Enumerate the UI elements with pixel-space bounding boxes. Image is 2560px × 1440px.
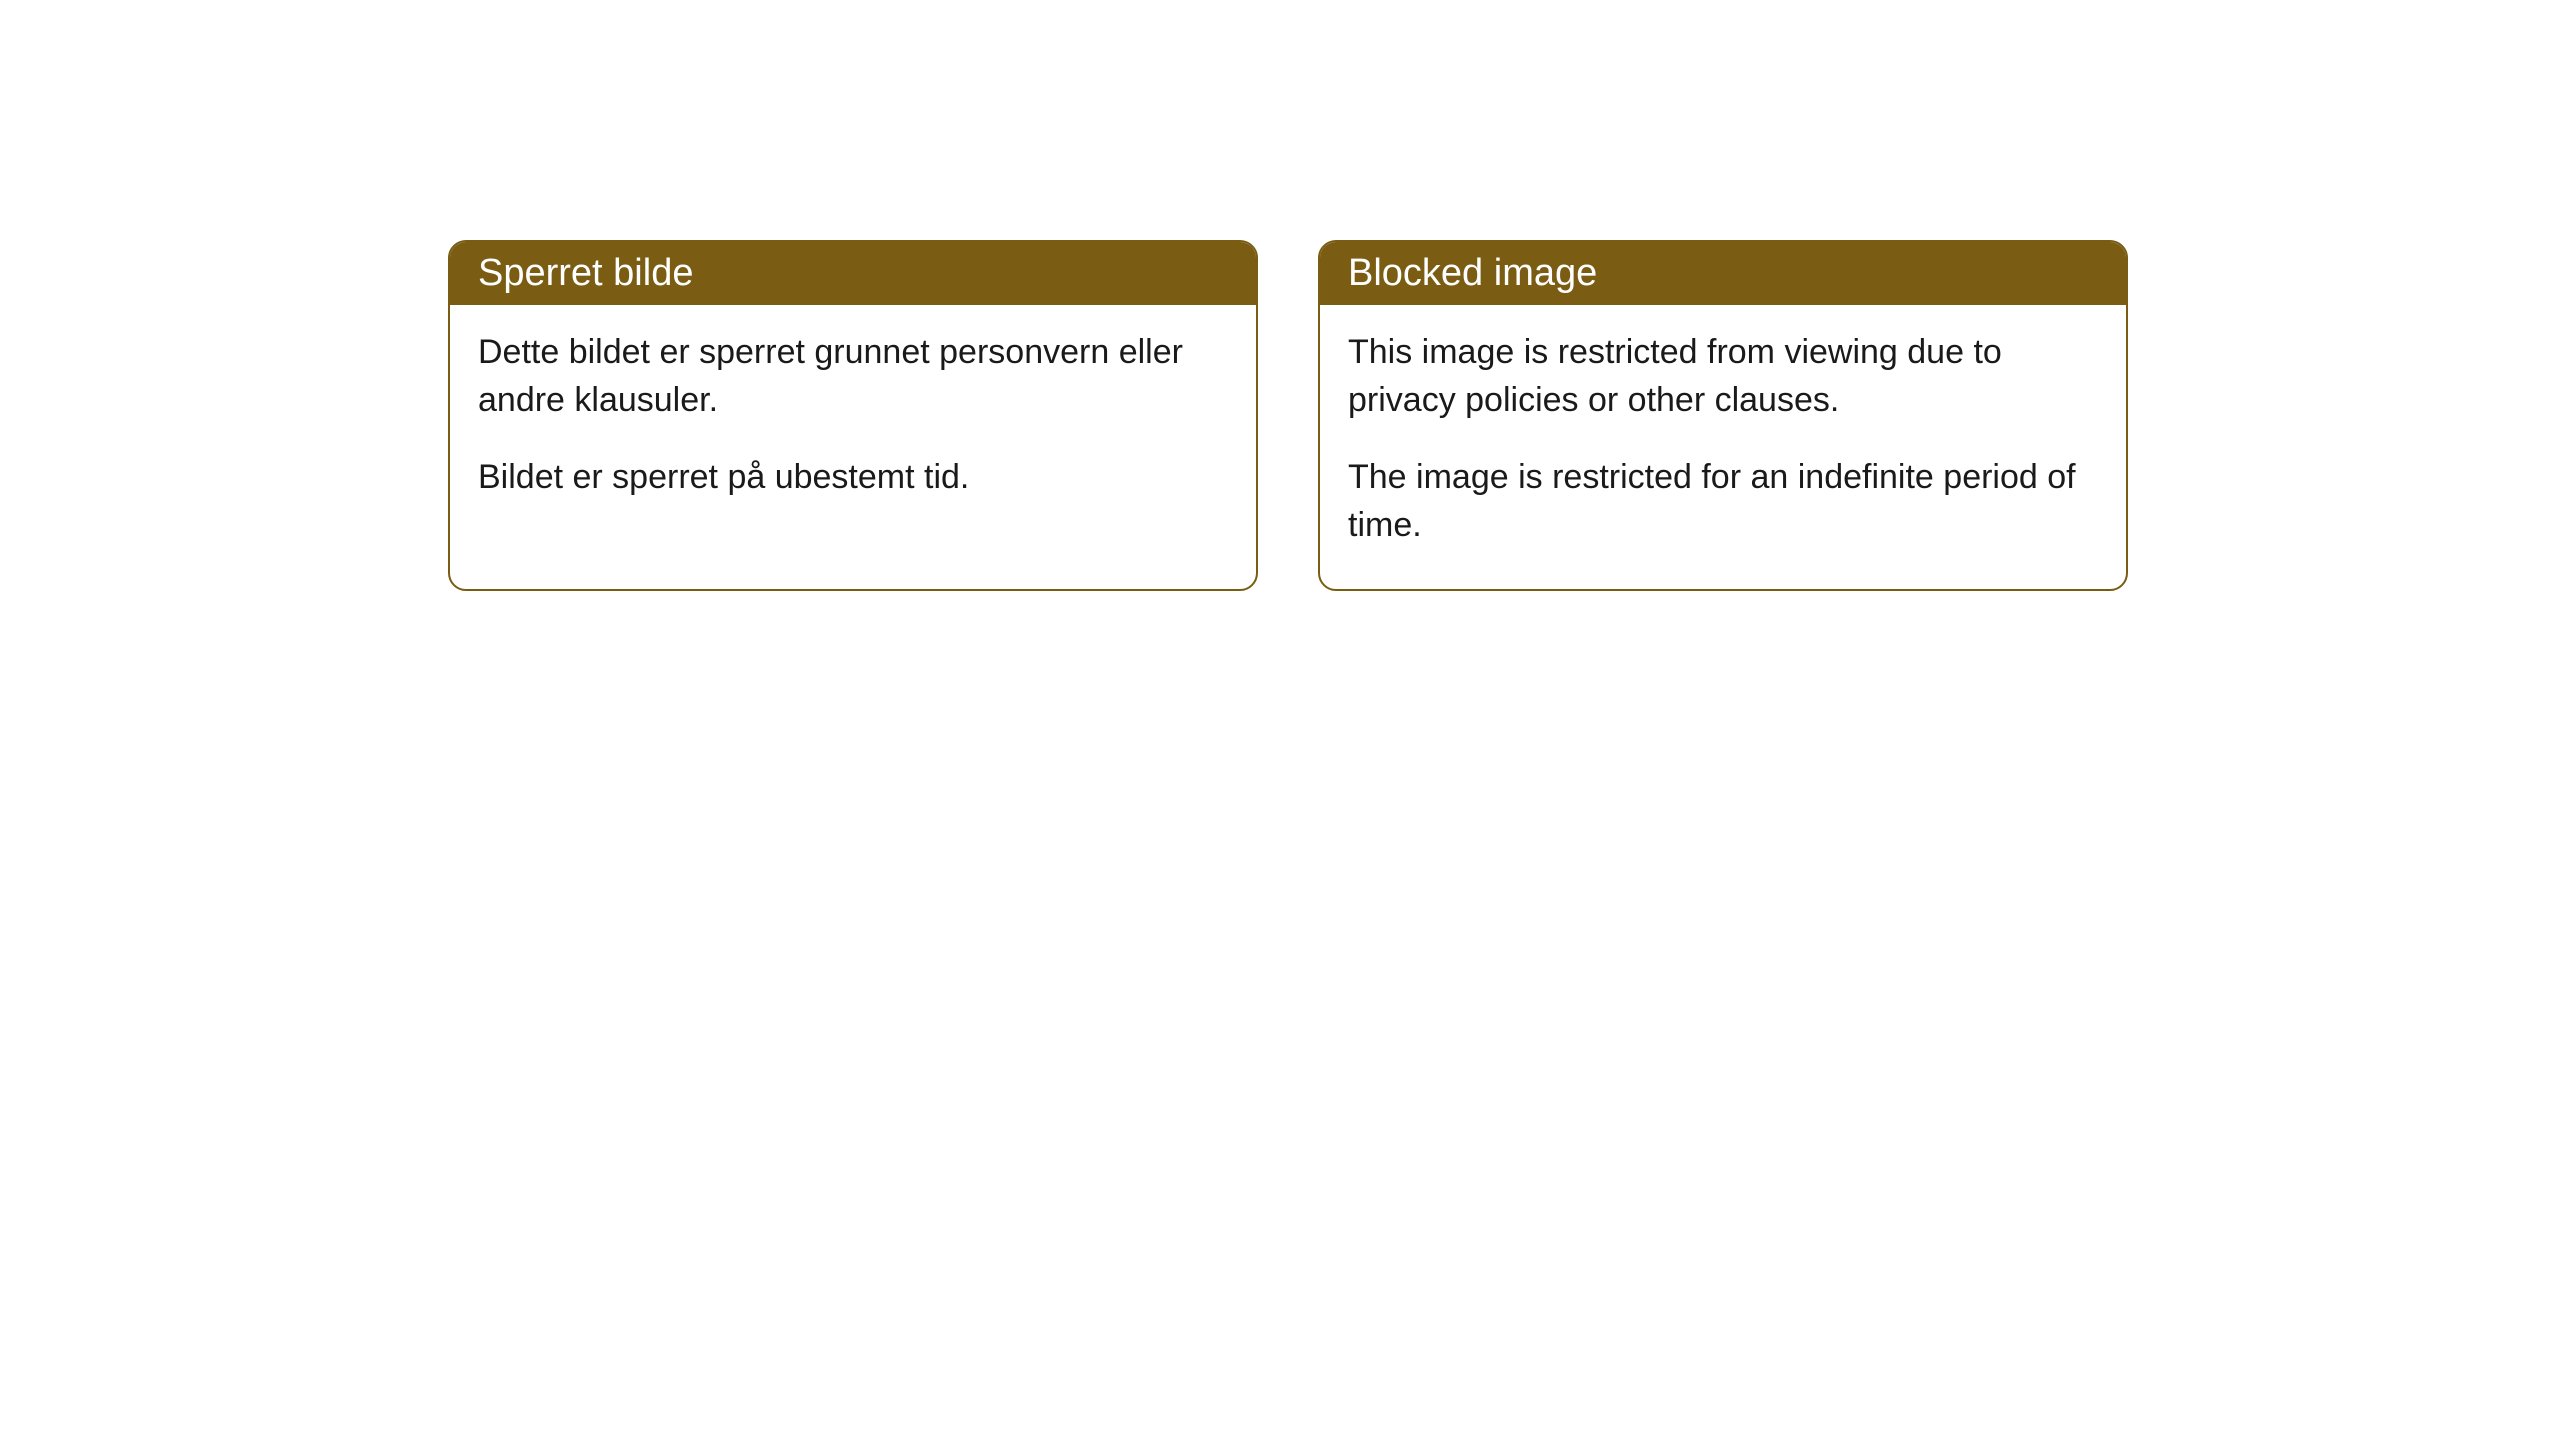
card-body: Dette bildet er sperret grunnet personve… bbox=[450, 305, 1256, 542]
card-paragraph: The image is restricted for an indefinit… bbox=[1348, 454, 2098, 549]
notice-card-english: Blocked image This image is restricted f… bbox=[1318, 240, 2128, 591]
notice-card-norwegian: Sperret bilde Dette bildet er sperret gr… bbox=[448, 240, 1258, 591]
card-title: Blocked image bbox=[1348, 252, 1597, 294]
card-header: Blocked image bbox=[1320, 242, 2126, 305]
card-paragraph: This image is restricted from viewing du… bbox=[1348, 329, 2098, 424]
card-header: Sperret bilde bbox=[450, 242, 1256, 305]
card-body: This image is restricted from viewing du… bbox=[1320, 305, 2126, 589]
card-paragraph: Dette bildet er sperret grunnet personve… bbox=[478, 329, 1228, 424]
notice-cards-container: Sperret bilde Dette bildet er sperret gr… bbox=[448, 240, 2128, 591]
card-title: Sperret bilde bbox=[478, 252, 693, 294]
card-paragraph: Bildet er sperret på ubestemt tid. bbox=[478, 454, 1228, 502]
